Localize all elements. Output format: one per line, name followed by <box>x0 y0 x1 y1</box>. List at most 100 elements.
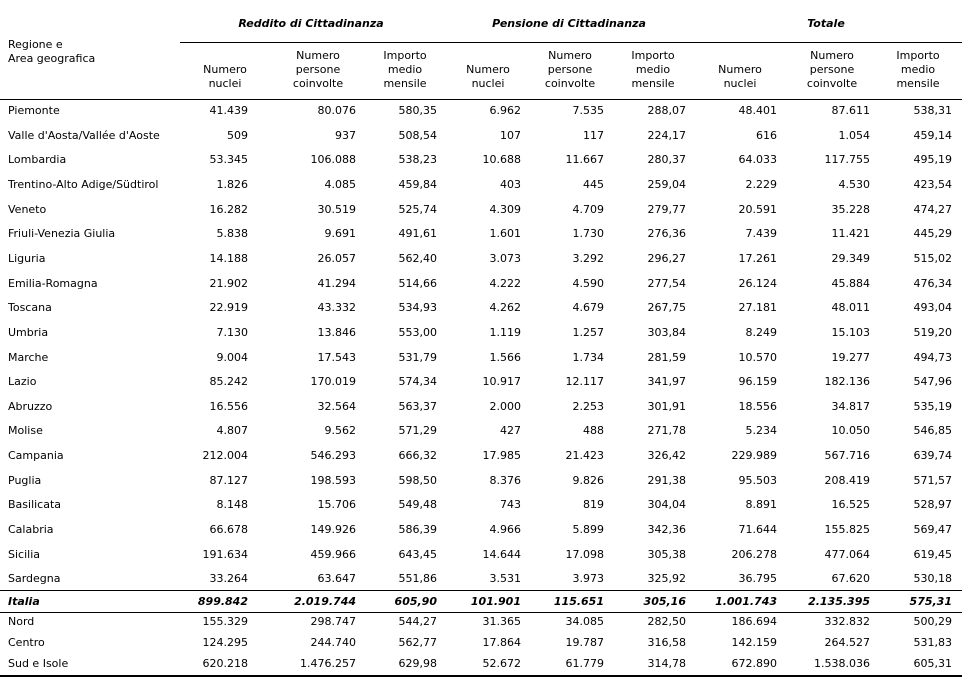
cell: 672.890 <box>731 657 778 670</box>
cell: 155.825 <box>824 523 871 537</box>
cell: 562,40 <box>398 251 438 265</box>
cell: 198.593 <box>310 473 357 487</box>
cell: 30.519 <box>317 202 357 216</box>
cell: 314,78 <box>647 657 687 670</box>
column-header: mensile <box>631 77 675 90</box>
cell: 3.073 <box>489 251 522 265</box>
cell: 21.423 <box>565 449 605 463</box>
cell: 2.253 <box>572 399 605 413</box>
cell: 259,04 <box>647 177 687 191</box>
group-header: Pensione di Cittadinanza <box>492 17 646 30</box>
cell: 571,57 <box>913 473 953 487</box>
cell: 298.747 <box>310 615 357 628</box>
cell: 2.019.744 <box>294 595 356 608</box>
row-label: Friuli-Venezia Giulia <box>8 227 116 241</box>
cell: 10.917 <box>482 375 522 389</box>
cell: 325,92 <box>647 572 687 586</box>
rule <box>0 99 962 100</box>
cell: 14.188 <box>209 251 249 265</box>
cell: 8.376 <box>489 473 522 487</box>
cell: 19.277 <box>831 350 871 364</box>
cell: 619,45 <box>913 547 953 561</box>
cell: 17.985 <box>482 449 522 463</box>
cell: 244.740 <box>310 636 357 649</box>
cell: 605,90 <box>394 595 437 608</box>
cell: 4.530 <box>838 177 871 191</box>
cell: 629,98 <box>398 657 438 670</box>
cell: 41.294 <box>317 276 357 290</box>
column-header: mensile <box>896 77 940 90</box>
cell: 280,37 <box>647 153 687 167</box>
cell: 3.531 <box>489 572 522 586</box>
cell: 1.566 <box>489 350 522 364</box>
cell: 34.817 <box>831 399 871 413</box>
cell: 13.846 <box>317 325 357 339</box>
column-header: Numero <box>466 63 510 76</box>
cell: 553,00 <box>398 325 438 339</box>
cell: 8.249 <box>745 325 778 339</box>
row-label: Sud e Isole <box>8 657 69 670</box>
cell: 96.159 <box>738 375 778 389</box>
cell: 304,04 <box>647 498 687 512</box>
cell: 48.401 <box>738 104 778 117</box>
cell: 819 <box>583 498 604 512</box>
cell: 66.678 <box>209 523 249 537</box>
cell: 605,31 <box>913 657 953 670</box>
column-header: nuclei <box>723 77 757 90</box>
cell: 476,34 <box>913 276 953 290</box>
cell: 5.899 <box>572 523 605 537</box>
cell: 11.421 <box>831 227 871 241</box>
cell: 620.218 <box>202 657 249 670</box>
cell: 598,50 <box>398 473 438 487</box>
cell: 32.564 <box>317 399 357 413</box>
cell: 64.033 <box>738 153 778 167</box>
cell: 22.919 <box>209 301 249 315</box>
cell: 61.779 <box>565 657 605 670</box>
cell: 34.085 <box>565 615 605 628</box>
rule <box>0 612 962 613</box>
rule <box>0 590 962 591</box>
cell: 500,29 <box>913 615 953 628</box>
cell: 546.293 <box>310 449 357 463</box>
cell: 445 <box>583 177 604 191</box>
rule <box>0 675 962 677</box>
row-label: Molise <box>8 424 43 438</box>
cell: 21.902 <box>209 276 249 290</box>
cell: 1.001.743 <box>715 595 777 608</box>
row-label: Emilia-Romagna <box>8 276 98 290</box>
cell: 639,74 <box>913 449 953 463</box>
rule <box>180 42 962 43</box>
cell: 491,61 <box>398 227 438 241</box>
cell: 206.278 <box>731 547 778 561</box>
cell: 459,14 <box>913 128 953 142</box>
cell: 43.332 <box>317 301 357 315</box>
cell: 142.159 <box>731 636 778 649</box>
cell: 515,02 <box>913 251 953 265</box>
cell: 52.672 <box>482 657 522 670</box>
cell: 494,73 <box>913 350 953 364</box>
column-header: coinvolte <box>292 77 344 90</box>
column-header: Numero <box>203 63 247 76</box>
cell: 212.004 <box>202 449 249 463</box>
cell: 26.057 <box>317 251 357 265</box>
column-header: nuclei <box>208 77 242 90</box>
cell: 316,58 <box>647 636 687 649</box>
cell: 53.345 <box>209 153 249 167</box>
cell: 4.222 <box>489 276 522 290</box>
cell: 1.601 <box>489 227 522 241</box>
cell: 6.962 <box>489 104 522 117</box>
cell: 4.085 <box>324 177 357 191</box>
cell: 4.709 <box>572 202 605 216</box>
column-header: medio <box>900 63 936 76</box>
row-label: Lazio <box>8 375 37 389</box>
cell: 519,20 <box>913 325 953 339</box>
cell: 117 <box>583 128 604 142</box>
column-header: persone <box>809 63 855 76</box>
cell: 305,38 <box>647 547 687 561</box>
cell: 493,04 <box>913 301 953 315</box>
cell: 538,23 <box>398 153 438 167</box>
column-header: coinvolte <box>806 77 858 90</box>
cell: 182.136 <box>824 375 871 389</box>
cell: 326,42 <box>647 449 687 463</box>
cell: 4.262 <box>489 301 522 315</box>
